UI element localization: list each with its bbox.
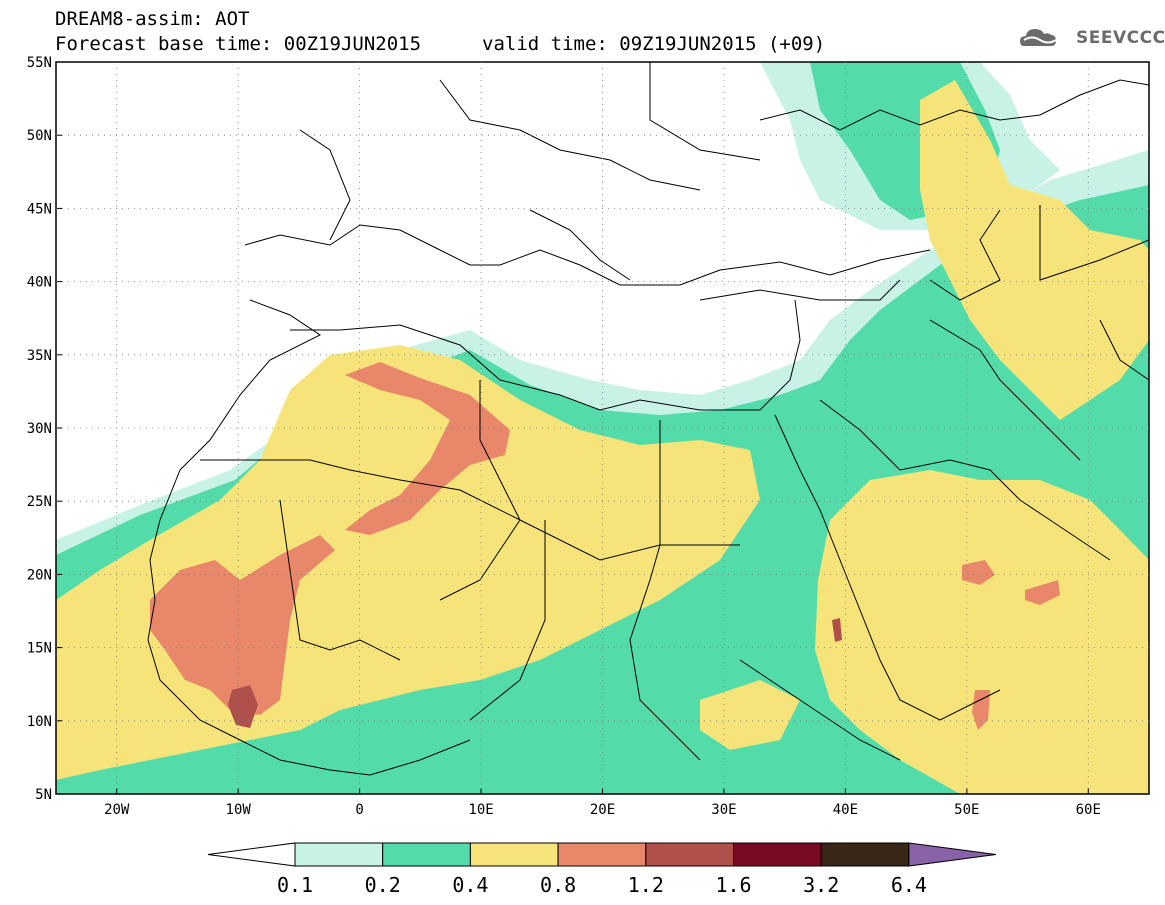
logo-text: SEEVCCC xyxy=(1076,28,1165,48)
lon-label: 60E xyxy=(1076,802,1101,818)
lat-label: 50N xyxy=(27,128,52,144)
lon-label: 20W xyxy=(104,802,130,818)
lon-label: 0 xyxy=(355,802,363,818)
lat-label: 30N xyxy=(27,421,52,437)
lon-label: 30E xyxy=(711,802,736,818)
colorbar-label: 6.4 xyxy=(890,873,927,897)
aot-contours xyxy=(56,62,1149,794)
lon-label: 20E xyxy=(590,802,615,818)
colorbar-label: 0.4 xyxy=(452,873,489,897)
colorbar-label: 0.8 xyxy=(540,873,577,897)
lat-label: 55N xyxy=(27,55,52,71)
map-title: DREAM8-assim: AOT xyxy=(55,8,250,30)
lon-label: 10E xyxy=(468,802,493,818)
lat-label: 35N xyxy=(27,348,52,364)
lat-label: 45N xyxy=(27,201,52,217)
lat-label: 5N xyxy=(35,787,52,803)
longitude-labels: 20W 10W 0 10E 20E 30E 40E 50E 60E xyxy=(104,802,1101,818)
lon-label: 40E xyxy=(833,802,858,818)
lat-label: 20N xyxy=(27,567,52,583)
lat-label: 15N xyxy=(27,641,52,657)
colorbar-label: 1.6 xyxy=(715,873,752,897)
colorbar-label: 3.2 xyxy=(803,873,840,897)
lat-label: 40N xyxy=(27,275,52,291)
lat-label: 10N xyxy=(27,714,52,730)
valid-time: valid time: 09Z19JUN2015 (+09) xyxy=(482,33,826,55)
colorbar-label: 1.2 xyxy=(627,873,664,897)
colorbar-label: 0.2 xyxy=(364,873,401,897)
lon-label: 10W xyxy=(226,802,252,818)
lon-label: 50E xyxy=(954,802,979,818)
forecast-base-time: Forecast base time: 00Z19JUN2015 xyxy=(55,33,422,55)
graticule xyxy=(56,61,1149,795)
latitude-labels: 55N 50N 45N 40N 35N 30N 25N 20N 15N 10N 5N xyxy=(27,55,52,803)
colorbar-label: 0.1 xyxy=(276,873,314,897)
seevccc-logo-icon xyxy=(1020,29,1057,46)
lat-label: 25N xyxy=(27,494,52,510)
